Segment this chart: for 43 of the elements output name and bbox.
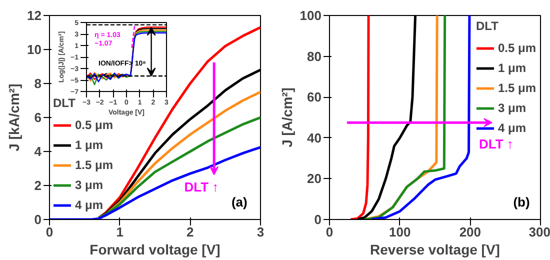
y-tick-label: 60 — [307, 90, 322, 105]
x-tick-label: 0 — [46, 224, 54, 240]
y-tick-label: 4 — [34, 144, 42, 159]
annotation: (a) — [231, 194, 248, 210]
x-tick-label: 200 — [459, 224, 482, 240]
legend-label: 4 μm — [75, 198, 104, 212]
y-axis-title: J [kA/cm²] — [6, 84, 22, 152]
y-tick-label: 20 — [307, 171, 322, 186]
legend-label: 1.5 μm — [498, 81, 536, 95]
y-tick-label: 12 — [27, 8, 42, 23]
x-axis-title: Reverse voltage [V] — [370, 242, 500, 258]
y-tick-label: 40 — [307, 130, 322, 146]
y-axis-title: J [A/cm²] — [278, 88, 295, 148]
y-tick-label: 2 — [34, 178, 42, 193]
x-tick-label: 0 — [326, 224, 334, 240]
annotation: DLT ↑ — [184, 179, 219, 194]
legend-label: 1.5 μm — [75, 158, 114, 172]
y-tick-label: 10 — [27, 42, 42, 57]
legend-label: 4 μm — [498, 121, 526, 135]
x-tick-label: 300 — [528, 224, 550, 240]
line-series — [370, 16, 471, 220]
legend-label: 1 μm — [75, 138, 104, 152]
x-tick-label: 3 — [256, 224, 264, 240]
legend-label: 3 μm — [498, 101, 526, 115]
legend-title: DLT — [476, 19, 500, 33]
x-tick-label: 2 — [186, 224, 194, 240]
line-series — [349, 16, 370, 220]
legend-label: 1 μm — [498, 61, 526, 75]
legend-label: 0.5 μm — [75, 118, 114, 132]
x-tick-label: 100 — [388, 224, 411, 240]
x-axis-title: Forward voltage [V] — [90, 242, 220, 258]
legend-label: 3 μm — [75, 178, 104, 192]
y-tick-label: 0 — [34, 212, 42, 227]
legend-label: 0.5 μm — [498, 41, 536, 55]
y-tick-label: 80 — [307, 48, 322, 64]
x-tick-label: 1 — [116, 224, 124, 240]
y-tick-label: 100 — [300, 8, 322, 23]
y-tick-label: 0 — [314, 212, 322, 227]
y-tick-label: 6 — [34, 110, 42, 125]
y-tick-label: 8 — [34, 76, 42, 91]
annotation: DLT ↑ — [478, 136, 514, 152]
annotation: (b) — [513, 194, 530, 210]
legend-title: DLT — [53, 96, 76, 110]
